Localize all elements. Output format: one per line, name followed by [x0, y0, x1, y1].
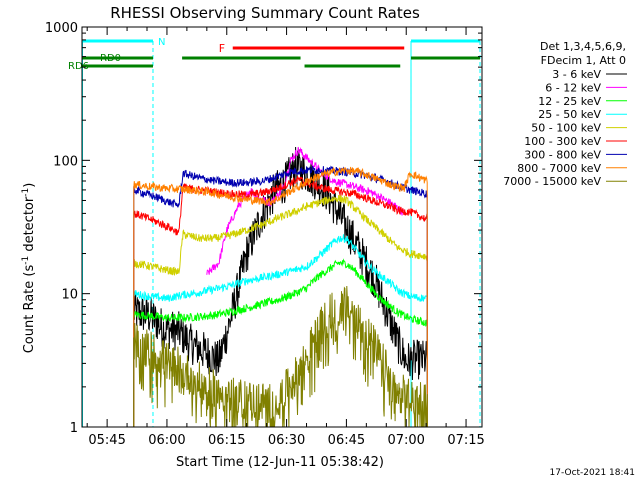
y-tick-label-3: 1000 — [45, 21, 78, 36]
chart-title: RHESSI Observing Summary Count Rates — [110, 4, 420, 22]
x-tick-label-3: 06:30 — [268, 433, 305, 448]
rd6-flag-label: RD6 — [68, 61, 89, 72]
legend-label-8: 7000 - 15000 keV — [503, 175, 601, 188]
legend-header-decimation: FDecim 1, Att 0 — [541, 54, 626, 67]
series-line-1 — [206, 146, 405, 275]
y-tick-label-0: 1 — [70, 421, 78, 436]
legend-label-5: 100 - 300 keV — [524, 135, 601, 148]
legend-label-6: 300 - 800 keV — [524, 148, 601, 161]
flare-flag-label: F — [219, 42, 225, 55]
x-tick-label-6: 07:15 — [447, 433, 484, 448]
x-axis-label: Start Time (12-Jun-11 05:38:42) — [176, 455, 384, 470]
series-line-7 — [133, 166, 428, 428]
x-tick-label-4: 06:45 — [328, 433, 365, 448]
night-flag-label: N — [158, 37, 165, 48]
legend: Det 1,3,4,5,6,9, FDecim 1, Att 0 3 - 6 k… — [503, 40, 627, 188]
x-tick-label-1: 06:00 — [148, 433, 185, 448]
y-tick-label-2: 100 — [53, 154, 78, 169]
series-layer — [133, 146, 428, 428]
legend-label-2: 12 - 25 keV — [538, 95, 601, 108]
series-line-4 — [133, 194, 428, 428]
series-line-2 — [133, 258, 428, 428]
x-tick-label-0: 05:45 — [88, 433, 125, 448]
x-tick-label-5: 07:00 — [387, 433, 424, 448]
axes-layer: 05:45 06:00 06:15 06:30 06:45 07:00 07:15 1 10 10… — [45, 21, 485, 448]
legend-header-detectors: Det 1,3,4,5,6,9, — [540, 40, 626, 53]
y-axis-label: Count Rate (s-1 detector-1) — [21, 183, 37, 354]
legend-label-4: 50 - 100 keV — [531, 122, 601, 135]
legend-label-7: 800 - 7000 keV — [517, 162, 601, 175]
series-line-3 — [133, 234, 428, 428]
series-line-5 — [133, 175, 428, 428]
series-line-0 — [133, 146, 428, 428]
y-tick-label-1: 10 — [61, 288, 78, 303]
x-tick-label-2: 06:15 — [208, 433, 245, 448]
footer-timestamp: 17-Oct-2021 18:41 — [550, 468, 635, 478]
legend-label-1: 6 - 12 keV — [545, 81, 601, 94]
series-line-8 — [133, 285, 428, 428]
rd0-flag-label: RD0 — [100, 53, 121, 64]
legend-label-3: 25 - 50 keV — [538, 108, 601, 121]
legend-label-0: 3 - 6 keV — [552, 68, 601, 81]
plot-frame — [81, 26, 483, 428]
